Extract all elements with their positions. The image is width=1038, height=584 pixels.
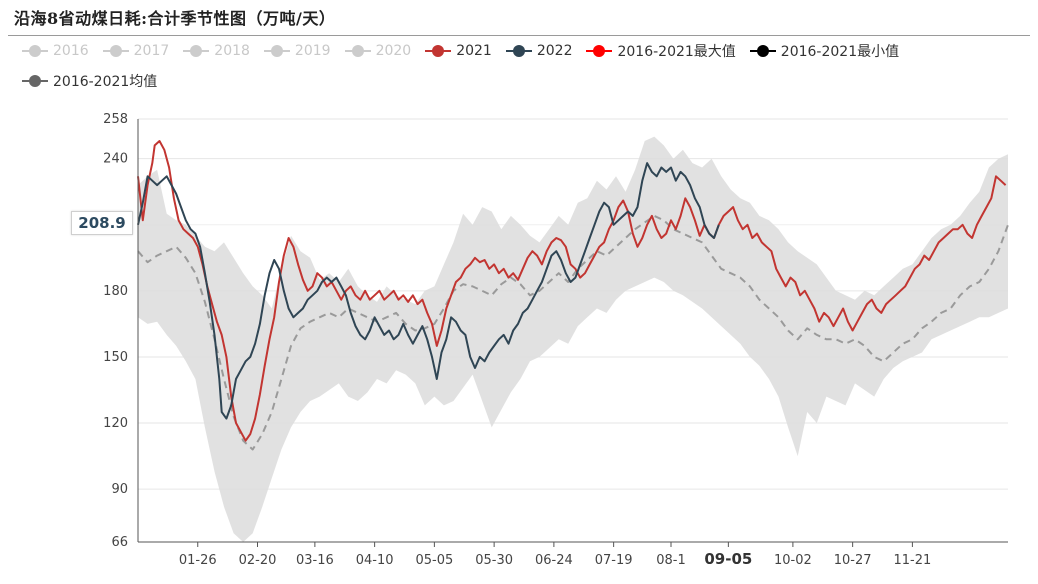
x-tick-label: 06-24 <box>535 553 573 568</box>
legend-marker-icon <box>425 45 452 57</box>
legend-item-2019[interactable]: 2019 <box>263 40 331 62</box>
legend-marker-icon <box>183 45 210 57</box>
x-tick-label: 05-05 <box>415 553 453 568</box>
legend-label: 2021 <box>456 43 492 59</box>
legend-label: 2017 <box>133 43 170 59</box>
legend-item-2017[interactable]: 2017 <box>102 40 170 62</box>
legend-item-2021[interactable]: 2021 <box>425 40 492 62</box>
x-tick-label: 04-10 <box>356 553 394 568</box>
legend-marker-icon <box>22 45 48 57</box>
legend-label: 2018 <box>214 43 250 59</box>
legend-marker-icon <box>263 45 290 57</box>
legend-label: 2020 <box>375 43 412 59</box>
legend-label: 2019 <box>294 43 331 59</box>
x-tick-label: 08-1 <box>656 553 686 568</box>
x-tick-label: 01-26 <box>179 553 217 568</box>
legend-item-2016-2021均值[interactable]: 2016-2021均值 <box>22 70 157 92</box>
x-tick-label: 05-30 <box>475 553 513 568</box>
legend: 2016 2017 2018 2019 2020 2021 2022 2016-2021最大值… <box>22 40 1032 92</box>
series-line-2022 <box>137 162 720 420</box>
x-tick-label: 09-05 <box>704 550 752 568</box>
legend-item-2016-2021最大值[interactable]: 2016-2021最大值 <box>586 40 736 62</box>
x-tick-label: 11-21 <box>894 553 932 568</box>
legend-item-2016-2021最小值[interactable]: 2016-2021最小值 <box>749 40 900 62</box>
legend-label: 2022 <box>536 43 573 59</box>
y-tick-label: 90 <box>111 482 128 497</box>
series-lines <box>137 140 1009 451</box>
legend-label: 2016-2021最小值 <box>780 44 900 60</box>
series-line-2016-2021均值 <box>137 214 1009 451</box>
y-tick-label: 180 <box>103 284 128 299</box>
legend-marker-icon <box>586 45 613 57</box>
x-tick-label: 10-02 <box>774 553 812 568</box>
y-tick-label: 66 <box>111 535 128 550</box>
y-tick-label: 240 <box>103 152 128 167</box>
band-2016-2021 <box>138 136 1008 542</box>
x-tick-label: 03-16 <box>296 553 334 568</box>
x-tick-label: 07-19 <box>595 553 633 568</box>
x-tick-label: 02-20 <box>239 553 277 568</box>
legend-marker-icon <box>505 45 532 57</box>
legend-item-2018[interactable]: 2018 <box>183 40 250 62</box>
y-tick-label: 120 <box>103 416 128 431</box>
x-tick-label: 10-27 <box>834 553 872 568</box>
y-tick-label: 150 <box>103 350 128 365</box>
legend-item-2016[interactable]: 2016 <box>22 40 89 62</box>
title-divider <box>8 35 1030 36</box>
legend-item-2022[interactable]: 2022 <box>505 40 573 62</box>
axis-pointer-value: 208.9 <box>71 211 133 235</box>
legend-marker-icon <box>22 75 48 87</box>
legend-item-2020[interactable]: 2020 <box>344 40 412 62</box>
legend-marker-icon <box>102 45 129 57</box>
min-max-band <box>138 136 1008 542</box>
legend-marker-icon <box>344 45 371 57</box>
chart-title: 沿海8省动煤日耗:合计季节性图（万吨/天） <box>14 9 336 28</box>
y-tick-label: 258 <box>103 112 128 127</box>
legend-label: 2016-2021最大值 <box>617 44 736 60</box>
legend-marker-icon <box>749 45 776 57</box>
legend-label: 2016-2021均值 <box>53 74 158 90</box>
axes: 66 90 120 150 180 240 258 01-26 02-20 03-16 04-10 0… <box>103 112 1008 568</box>
legend-label: 2016 <box>53 43 89 59</box>
